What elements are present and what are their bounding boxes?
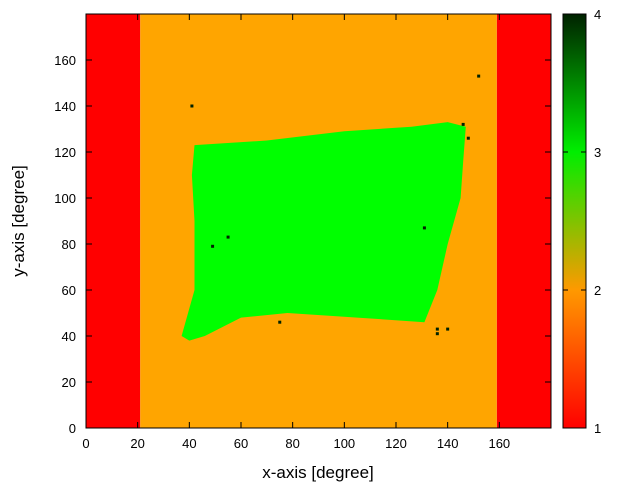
y-tick-label: 40 — [62, 329, 76, 344]
region-value-1 — [496, 14, 551, 428]
y-tick-label: 140 — [54, 99, 76, 114]
x-tick-label: 40 — [182, 436, 196, 451]
colorbar-tick-label: 3 — [594, 145, 601, 160]
x-tick-label: 120 — [385, 436, 407, 451]
y-tick-label: 0 — [69, 421, 76, 436]
x-tick-label: 140 — [437, 436, 459, 451]
cell-point — [435, 332, 439, 336]
x-tick-label: 20 — [130, 436, 144, 451]
colorbar — [562, 13, 587, 429]
colorbar-ticks: 1 2 3 4 — [563, 7, 601, 436]
colorbar-tick-label: 1 — [594, 421, 601, 436]
y-tick-label: 120 — [54, 145, 76, 160]
heatmap-cells — [86, 14, 551, 428]
y-tick-label: 20 — [62, 375, 76, 390]
y-axis-ticks: 0 20 40 60 80 100 120 140 160 — [54, 53, 551, 436]
cell-point — [466, 136, 470, 140]
heatmap-points — [190, 74, 481, 336]
cell-point — [190, 104, 194, 108]
x-tick-label: 0 — [82, 436, 89, 451]
cell-point — [211, 244, 215, 248]
region-value-1 — [86, 14, 141, 428]
x-tick-label: 160 — [488, 436, 510, 451]
cell-point — [278, 320, 282, 324]
y-tick-label: 100 — [54, 191, 76, 206]
y-axis-title: y-axis [degree] — [9, 165, 28, 277]
region-value-3 — [181, 122, 466, 341]
x-axis-title: x-axis [degree] — [262, 463, 374, 482]
cell-point — [446, 327, 450, 331]
x-axis-ticks: 0 20 40 60 80 100 120 140 160 — [82, 14, 510, 451]
x-tick-label: 60 — [234, 436, 248, 451]
y-tick-label: 160 — [54, 53, 76, 68]
cell-point — [226, 235, 230, 239]
plot-frame — [85, 13, 552, 429]
x-tick-label: 100 — [333, 436, 355, 451]
y-tick-label: 60 — [62, 283, 76, 298]
cell-point — [422, 226, 426, 230]
colorbar-tick-label: 2 — [594, 283, 601, 298]
y-tick-label: 80 — [62, 237, 76, 252]
cell-point — [435, 327, 439, 331]
cell-point — [461, 122, 465, 126]
cell-point — [477, 74, 481, 78]
colorbar-tick-label: 4 — [594, 7, 601, 22]
x-tick-label: 80 — [285, 436, 299, 451]
